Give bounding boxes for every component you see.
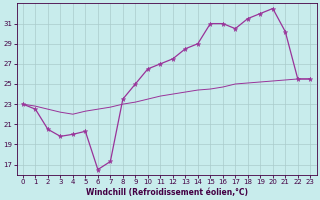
X-axis label: Windchill (Refroidissement éolien,°C): Windchill (Refroidissement éolien,°C) <box>85 188 248 197</box>
